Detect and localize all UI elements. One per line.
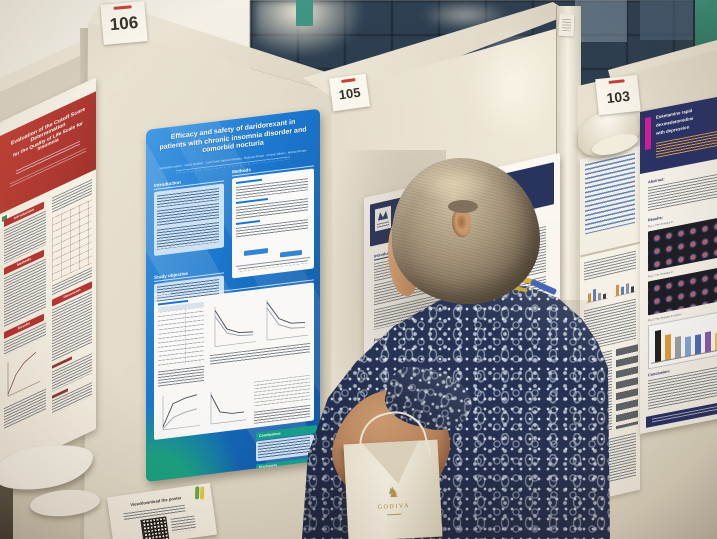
results-box: [154, 282, 314, 441]
title-block: [580, 145, 640, 256]
section-results: Results:: [648, 215, 663, 223]
poster-curling: [578, 101, 644, 516]
board-number: 105: [337, 84, 362, 102]
godiva-emblem-icon: ♞: [386, 483, 400, 501]
pole-label: [558, 13, 575, 37]
micro-text: [254, 404, 310, 424]
bag-brand: GODIVA: [377, 503, 411, 511]
ribbon-icon: [194, 486, 205, 500]
results-table-2: [254, 374, 310, 408]
micro-text: [158, 365, 204, 388]
board-tag-105: 105: [328, 73, 371, 112]
teal-tile-left: [296, 0, 313, 26]
poster-esketamine: Esketamine rapid dexmedetomidine with de…: [640, 88, 717, 434]
micro-text: [648, 360, 717, 411]
body-block: [580, 243, 640, 504]
hair-tuft: [448, 200, 478, 213]
micro-text: [561, 18, 572, 32]
ribbon-stripe: [194, 486, 200, 500]
sub-heading-bar: [236, 220, 260, 225]
hair-highlight: [410, 164, 494, 202]
brand-subline: [387, 513, 402, 516]
magenta-stripe: [645, 116, 651, 151]
poster-daridorexant: Efficacy and safety of daridorexant in p…: [146, 108, 320, 482]
methods-box: [232, 168, 314, 279]
mini-chart: [162, 394, 200, 431]
bar-chart: [648, 305, 717, 370]
micro-text: [648, 167, 717, 212]
ear-inner: [457, 215, 466, 229]
wall-tile-light: [575, 0, 627, 42]
study-design-diagram: [236, 235, 310, 274]
bar: [665, 333, 671, 362]
board-number: 106: [109, 12, 139, 34]
brain-scan-grid: [648, 262, 717, 316]
board-105-glare: [468, 26, 558, 146]
treatment-bar: [280, 249, 302, 258]
bar: [685, 336, 691, 358]
table-stack: [616, 344, 638, 430]
wall-tile-mid: [640, 0, 700, 40]
brain-scan-grid: [648, 212, 717, 272]
mini-chart: [214, 306, 256, 347]
bar: [695, 334, 701, 356]
section-abstract: Abstract:: [648, 177, 665, 185]
board-tag-103: 103: [595, 74, 641, 116]
intro-box: [154, 183, 224, 257]
results-table: [158, 301, 204, 368]
board-tag-106: 106: [100, 1, 148, 45]
bar: [675, 336, 681, 360]
ear: [452, 208, 471, 237]
mini-chart: [7, 351, 40, 397]
micro-text: [170, 515, 197, 533]
board-number: 103: [605, 87, 631, 106]
mini-chart: [210, 391, 246, 425]
ribbon-stripe: [199, 486, 205, 500]
qr-code-icon: [140, 516, 170, 539]
mini-chart: [266, 300, 308, 341]
poster-insomnia-scale: Evaluation of the Cutoff Score Determina…: [0, 77, 96, 474]
blue-title-lines: [585, 152, 635, 235]
treatment-bar: [244, 248, 268, 256]
mini-chart: [586, 288, 608, 304]
bar: [655, 329, 661, 364]
micro-text: [157, 222, 219, 250]
mini-chart: [614, 283, 636, 297]
bar: [705, 331, 711, 354]
